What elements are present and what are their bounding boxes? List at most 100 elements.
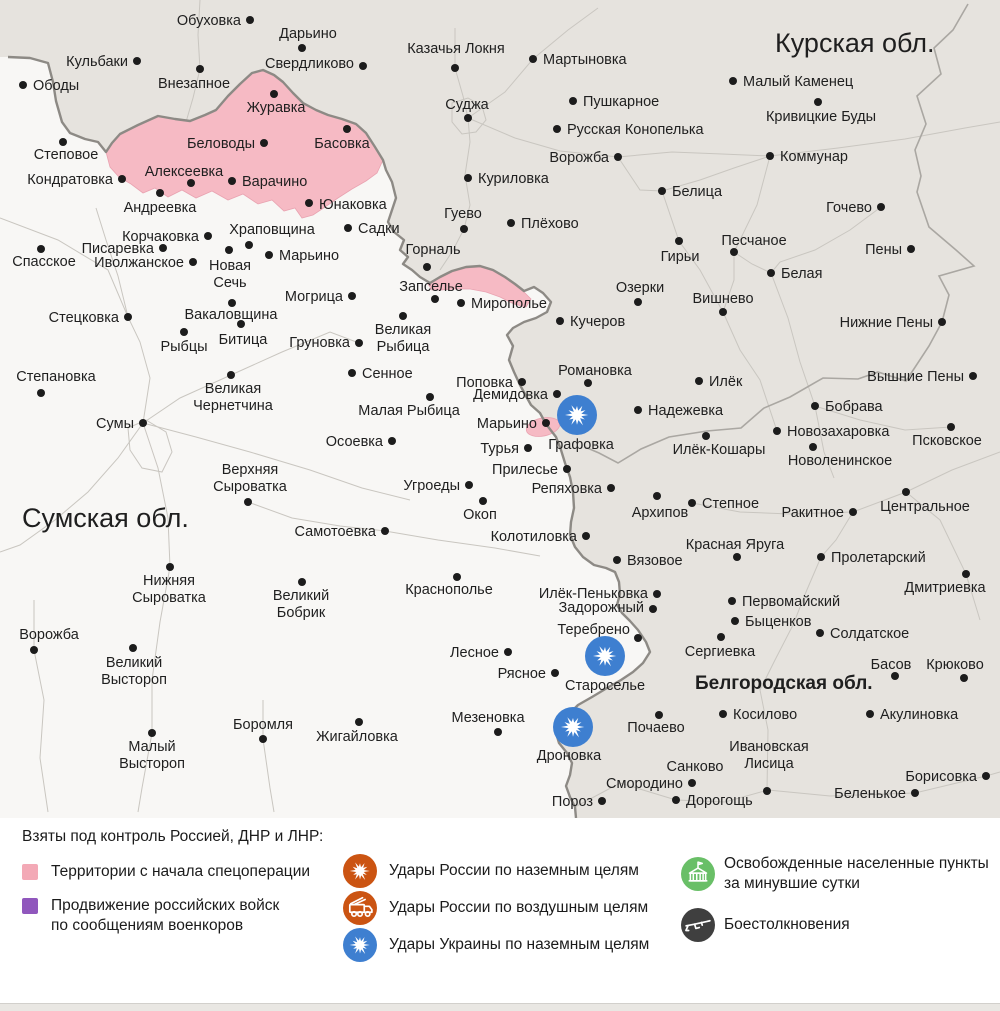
settlement-label: Акулиновка bbox=[880, 707, 959, 723]
settlement-label: Новая Сечь bbox=[209, 258, 251, 291]
settlement-label: Угроеды bbox=[403, 478, 460, 494]
settlement-label: Косилово bbox=[733, 707, 797, 723]
settlement-dot bbox=[811, 402, 819, 410]
settlement-dot bbox=[717, 633, 725, 641]
settlement-label: Ворожба bbox=[19, 627, 80, 643]
legend-item-russia-ground: Удары России по наземным целям bbox=[343, 854, 673, 888]
settlement-label: Писаревка bbox=[82, 241, 155, 257]
legend-item-russia-air: Удары России по воздушным целям bbox=[343, 891, 673, 925]
settlement-dot bbox=[166, 563, 174, 571]
settlement-dot bbox=[634, 298, 642, 306]
settlement-label: Спасское bbox=[12, 254, 76, 270]
settlement-label: Дорогощь bbox=[686, 793, 753, 809]
settlement-label: Прилесье bbox=[492, 462, 558, 478]
settlement-label: Красная Яруга bbox=[686, 537, 785, 553]
settlements-layer: Обуховка Дарьино Кульбаки Внезапное Свердлик… bbox=[12, 13, 990, 810]
settlement-label: Вязовое bbox=[627, 553, 683, 569]
legend-item-label: Удары Украины по наземным целям bbox=[389, 936, 650, 953]
settlement-dot bbox=[733, 553, 741, 561]
settlement-label: Великая Рыбица bbox=[375, 322, 431, 355]
settlement-dot bbox=[30, 646, 38, 654]
settlement-dot bbox=[348, 292, 356, 300]
settlement-dot bbox=[816, 629, 824, 637]
settlement-label: Задорожный bbox=[558, 600, 644, 616]
settlement-label: Корчаковка bbox=[122, 229, 200, 245]
settlement-label: Русская Конопелька bbox=[567, 122, 705, 138]
settlement-dot bbox=[614, 153, 622, 161]
settlement-label: Великий Выстороп bbox=[101, 655, 167, 688]
settlement-label: Солдатское bbox=[830, 626, 909, 642]
settlement-dot bbox=[529, 55, 537, 63]
settlement-label: Груновка bbox=[289, 335, 351, 351]
settlement-label: Дмитриевка bbox=[904, 580, 986, 596]
settlement-dot bbox=[453, 573, 461, 581]
settlement-dot bbox=[553, 125, 561, 133]
settlement-label: Дарьино bbox=[279, 26, 337, 42]
settlement-dot bbox=[866, 710, 874, 718]
clashes-icon bbox=[681, 908, 715, 942]
roads bbox=[0, 0, 1000, 813]
settlement-dot bbox=[225, 246, 233, 254]
settlement-label: Ободы bbox=[33, 78, 79, 94]
settlement-label: Алексеевка bbox=[145, 164, 224, 180]
settlement-label: Романовка bbox=[558, 363, 633, 379]
settlement-label: Нижняя Сыроватка bbox=[132, 573, 207, 606]
legend: Взяты под контроль Россией, ДНР и ЛНР: Т… bbox=[0, 818, 1000, 1003]
settlement-dot bbox=[265, 251, 273, 259]
settlement-dot bbox=[305, 199, 313, 207]
settlement-label: Нижние Пены bbox=[840, 315, 933, 331]
settlement-label: Гирьи bbox=[661, 249, 700, 265]
settlement-dot bbox=[118, 175, 126, 183]
russia-air-strike-icon bbox=[343, 891, 377, 925]
settlement-label: Дроновка bbox=[537, 748, 602, 764]
settlement-label: Степовое bbox=[34, 147, 99, 163]
settlement-label: Рясное bbox=[498, 666, 546, 682]
settlement-label: Малая Рыбица bbox=[358, 403, 461, 419]
settlement-dot bbox=[159, 244, 167, 252]
settlement-label: Коммунар bbox=[780, 149, 848, 165]
settlement-label: Могрица bbox=[285, 289, 344, 305]
region-label: Сумская обл. bbox=[22, 503, 189, 533]
map-canvas: Обуховка Дарьино Кульбаки Внезапное Свердлик… bbox=[0, 0, 1000, 818]
settlement-dot bbox=[695, 377, 703, 385]
settlement-label: Малый Каменец bbox=[743, 74, 853, 90]
settlement-dot bbox=[388, 437, 396, 445]
settlement-dot bbox=[553, 390, 561, 398]
legend-item-clashes: Боестолкновения bbox=[681, 908, 996, 942]
settlement-dot bbox=[902, 488, 910, 496]
settlement-label: Запселье bbox=[399, 279, 463, 295]
legend-item-captured: Территории с начала спецоперации bbox=[22, 862, 332, 882]
russia-ground-strike-icon bbox=[343, 854, 377, 888]
settlement-label: Ракитное bbox=[782, 505, 844, 521]
settlement-label: Мезеновка bbox=[451, 710, 525, 726]
settlement-label: Пролетарский bbox=[831, 550, 926, 566]
settlement-label: Плёхово bbox=[521, 216, 579, 232]
settlement-dot bbox=[381, 527, 389, 535]
settlement-label: Суджа bbox=[445, 97, 489, 113]
settlement-dot bbox=[814, 98, 822, 106]
settlement-label: Степановка bbox=[16, 369, 96, 385]
settlement-dot bbox=[849, 508, 857, 516]
state-border bbox=[7, 55, 652, 818]
settlement-label: Самотоевка bbox=[295, 524, 377, 540]
settlement-label: Краснополье bbox=[405, 582, 493, 598]
captured-territory-swatch bbox=[22, 864, 38, 880]
settlement-label: Кульбаки bbox=[66, 54, 128, 70]
settlement-dot bbox=[688, 499, 696, 507]
settlement-label: Рыбцы bbox=[160, 339, 207, 355]
settlement-dot bbox=[457, 299, 465, 307]
settlement-label: Белая bbox=[781, 266, 822, 282]
settlement-label: Песчаное bbox=[721, 233, 786, 249]
settlement-label: Староселье bbox=[565, 678, 645, 694]
settlement-dot bbox=[180, 328, 188, 336]
settlement-dot bbox=[504, 648, 512, 656]
settlement-dot bbox=[907, 245, 915, 253]
settlement-dot bbox=[551, 669, 559, 677]
settlement-label: Центральное bbox=[880, 499, 970, 515]
liberated-settlement-icon bbox=[681, 857, 715, 891]
region-label: Курская обл. bbox=[775, 28, 935, 58]
settlement-label: Репяховка bbox=[532, 481, 603, 497]
settlement-label: Гуево bbox=[444, 206, 482, 222]
settlement-label: Санково bbox=[667, 759, 724, 775]
